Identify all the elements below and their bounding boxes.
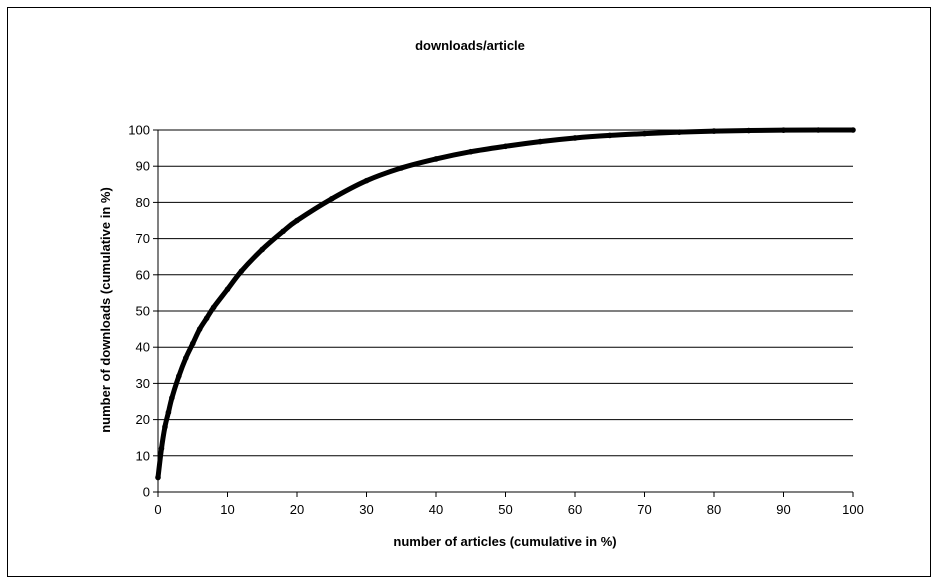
y-tick-label: 30	[136, 376, 150, 391]
data-point	[537, 138, 544, 145]
data-point	[158, 445, 165, 452]
x-tick-label: 20	[290, 502, 304, 517]
y-tick-label: 90	[136, 159, 150, 174]
y-tick-label: 0	[143, 485, 150, 500]
data-point	[711, 128, 717, 134]
data-point	[745, 127, 752, 134]
y-tick-label: 20	[136, 412, 150, 427]
data-point	[183, 355, 189, 361]
data-point	[502, 143, 509, 150]
data-point	[259, 246, 266, 253]
y-tick-label: 40	[136, 340, 150, 355]
y-tick-label: 60	[136, 267, 150, 282]
data-point	[328, 195, 335, 202]
series-line	[155, 127, 856, 481]
x-tick-label: 30	[359, 502, 373, 517]
y-tick-label: 70	[136, 231, 150, 246]
y-tick-label: 50	[136, 304, 150, 319]
data-point	[606, 132, 613, 139]
chart-title: downloads/article	[415, 38, 525, 53]
data-point	[165, 409, 172, 416]
data-point	[363, 177, 370, 184]
data-point	[294, 217, 300, 224]
y-tick-label: 80	[136, 195, 150, 210]
data-point	[210, 304, 217, 311]
data-point	[162, 424, 168, 430]
data-point	[280, 228, 286, 235]
data-point	[238, 268, 245, 274]
data-point	[155, 474, 161, 481]
x-tick-label: 100	[842, 502, 864, 517]
data-point	[398, 165, 405, 171]
x-tick-label: 60	[568, 502, 582, 517]
x-axis-title: number of articles (cumulative in %)	[393, 534, 616, 549]
y-axis-title: number of downloads (cumulative in %)	[98, 187, 113, 433]
data-point	[641, 130, 648, 137]
x-tick-label: 10	[220, 502, 234, 517]
data-point	[467, 148, 474, 155]
data-point	[572, 135, 578, 141]
x-tick-label: 90	[776, 502, 790, 517]
x-tick-label: 0	[154, 502, 161, 517]
y-tick-label: 100	[128, 123, 150, 138]
x-tick-label: 80	[707, 502, 721, 517]
data-point	[676, 129, 683, 135]
data-point	[433, 156, 439, 162]
data-point	[189, 340, 196, 347]
data-point	[780, 127, 787, 133]
chart-frame	[7, 7, 931, 577]
data-point	[850, 127, 856, 133]
data-point	[169, 395, 175, 401]
data-point	[176, 373, 182, 379]
y-tick-label: 10	[136, 448, 150, 463]
data-point	[224, 286, 231, 293]
x-tick-label: 50	[498, 502, 512, 517]
x-tick-label: 70	[637, 502, 651, 517]
data-point	[815, 127, 822, 133]
x-tick-label: 40	[429, 502, 443, 517]
data-point	[196, 326, 203, 332]
data-point	[203, 315, 210, 322]
